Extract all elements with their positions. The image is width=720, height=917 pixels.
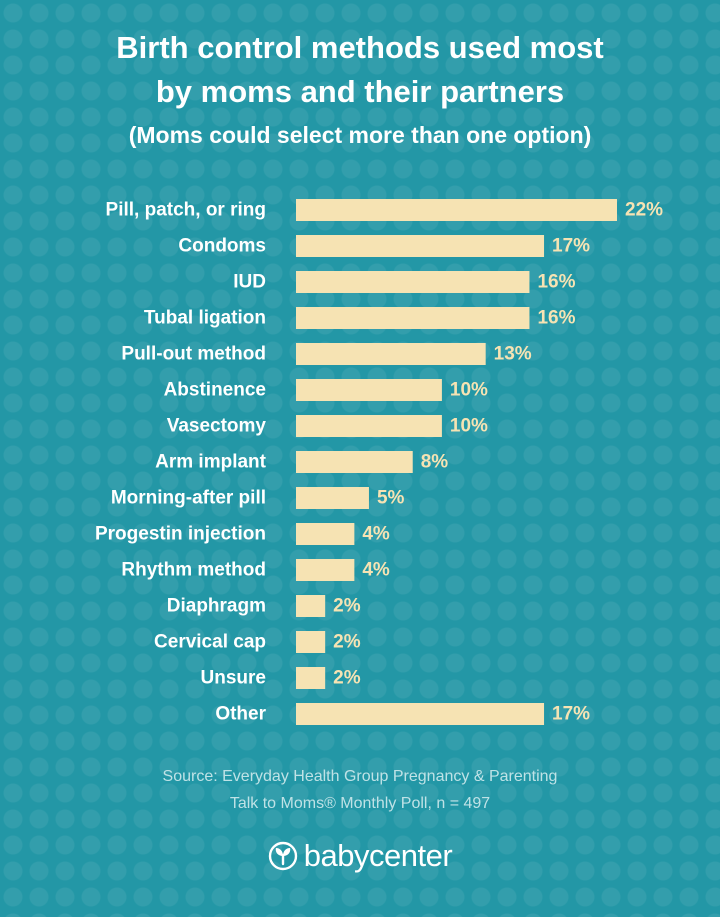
bar-pill-patch-or-ring	[296, 199, 617, 221]
value-label-vasectomy: 10%	[450, 416, 488, 437]
bar-cervical-cap	[296, 631, 326, 653]
bar-abstinence	[296, 379, 442, 401]
bar-progestin-injection	[296, 523, 355, 545]
category-label-tubal-ligation: Tubal ligation	[144, 308, 266, 329]
chart-title: Birth control methods used most by moms …	[0, 26, 720, 114]
bar-unsure	[296, 667, 326, 689]
category-label-condoms: Condoms	[178, 236, 266, 257]
source-line-2: Talk to Moms® Monthly Poll, n = 497	[229, 795, 491, 812]
value-label-condoms: 17%	[552, 236, 590, 257]
bar-tubal-ligation	[296, 307, 530, 329]
value-label-rhythm-method: 4%	[362, 560, 390, 581]
bar-condoms	[296, 235, 545, 257]
category-label-cervical-cap: Cervical cap	[154, 632, 266, 653]
brand-name: babycenter	[303, 838, 453, 873]
bar-chart: Pill, patch, or ring 22% Condoms 17% IUD 16% T…	[95, 199, 663, 725]
category-label-vasectomy: Vasectomy	[167, 416, 267, 437]
bar-arm-implant	[296, 451, 413, 473]
category-label-arm-implant: Arm implant	[155, 452, 267, 473]
source-note: Source: Everyday Health Group Pregnancy …	[0, 763, 720, 817]
chart-subtitle: (Moms could select more than one option)	[128, 122, 592, 148]
sprout-leaf-icon	[268, 841, 297, 871]
category-label-progestin-injection: Progestin injection	[95, 524, 266, 545]
title-line-1: Birth control methods used most	[116, 30, 604, 65]
value-label-pull-out-method: 13%	[494, 344, 532, 365]
bar-pull-out-method	[296, 343, 486, 365]
category-label-unsure: Unsure	[201, 668, 266, 689]
value-label-iud: 16%	[537, 272, 575, 293]
title-line-2: by moms and their partners	[155, 74, 565, 109]
brand-logo: babycenter	[0, 838, 720, 874]
category-label-iud: IUD	[233, 272, 266, 293]
value-label-unsure: 2%	[333, 668, 361, 689]
value-label-morning-after-pill: 5%	[377, 488, 405, 509]
value-label-arm-implant: 8%	[421, 452, 449, 473]
value-label-tubal-ligation: 16%	[537, 308, 575, 329]
category-label-pill-patch-or-ring: Pill, patch, or ring	[106, 200, 266, 221]
value-label-abstinence: 10%	[450, 380, 488, 401]
value-label-pill-patch-or-ring: 22%	[625, 200, 663, 221]
value-label-cervical-cap: 2%	[333, 632, 361, 653]
bar-rhythm-method	[296, 559, 355, 581]
category-label-other: Other	[215, 704, 266, 725]
value-label-other: 17%	[552, 704, 590, 725]
category-label-morning-after-pill: Morning-after pill	[111, 488, 266, 509]
category-label-abstinence: Abstinence	[164, 380, 266, 401]
category-label-rhythm-method: Rhythm method	[121, 560, 266, 581]
category-label-pull-out-method: Pull-out method	[121, 344, 266, 365]
category-label-diaphragm: Diaphragm	[167, 596, 266, 617]
bar-morning-after-pill	[296, 487, 369, 509]
bar-vasectomy	[296, 415, 442, 437]
value-label-diaphragm: 2%	[333, 596, 361, 617]
bar-other	[296, 703, 545, 725]
value-label-progestin-injection: 4%	[362, 524, 390, 545]
source-line-1: Source: Everyday Health Group Pregnancy …	[162, 768, 558, 785]
bar-diaphragm	[296, 595, 326, 617]
bar-iud	[296, 271, 530, 293]
